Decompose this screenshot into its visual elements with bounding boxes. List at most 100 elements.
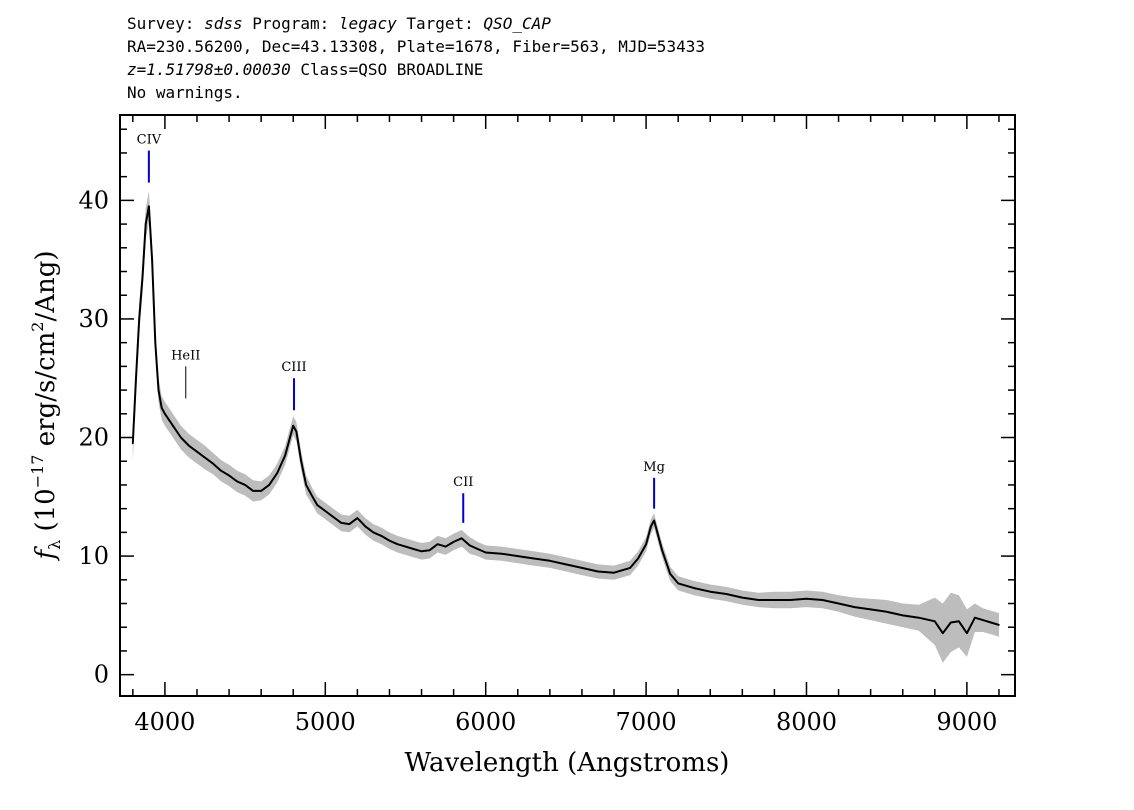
x-tick-label: 7000 xyxy=(616,708,677,736)
flux-point xyxy=(517,555,519,557)
header-survey-line: Survey: sdss Program: legacy Target: QSO… xyxy=(127,12,705,35)
flux-point xyxy=(629,567,631,569)
survey-value: sdss xyxy=(204,14,243,33)
flux-point xyxy=(356,517,359,519)
flux-point xyxy=(901,614,904,617)
flux-point xyxy=(533,557,535,560)
flux-point xyxy=(476,548,479,550)
axis-ticks: 4000 5000 6000 7000 8000 9000 0 10 20 30 40 xyxy=(78,115,1015,736)
flux-point xyxy=(160,407,163,409)
flux-point xyxy=(693,587,695,589)
flux-point xyxy=(637,557,639,560)
flux-point xyxy=(789,599,792,601)
flux-point xyxy=(966,632,968,634)
survey-label: Survey: xyxy=(127,14,205,33)
flux-point xyxy=(135,377,137,380)
flux-point xyxy=(340,522,343,524)
flux-point xyxy=(452,541,455,543)
y-axis-units-b: /Ang) xyxy=(31,250,61,321)
flux-point xyxy=(132,442,134,445)
flux-point xyxy=(613,571,615,574)
flux-point xyxy=(741,596,744,599)
flux-point xyxy=(164,413,166,415)
line-marker-label: CIV xyxy=(137,133,162,148)
flux-point xyxy=(348,523,351,525)
flux-point xyxy=(982,619,984,621)
flux-point xyxy=(138,318,140,320)
flux-point xyxy=(669,573,671,575)
flux-point xyxy=(597,570,599,573)
flux-point xyxy=(918,616,920,619)
flux-point xyxy=(468,544,471,547)
flux-point xyxy=(998,624,1000,626)
header-warnings-line: No warnings. xyxy=(127,83,243,102)
flux-point xyxy=(204,456,206,459)
flux-point xyxy=(260,490,262,492)
target-value: QSO_CAP xyxy=(483,14,551,33)
program-label: Program: xyxy=(242,14,339,33)
flux-point xyxy=(650,525,652,528)
line-marker-label: Mg xyxy=(643,460,665,475)
y-axis-title: fλ (10−17 erg/s/cm2/Ang) xyxy=(28,250,64,561)
flux-point xyxy=(773,599,776,601)
header-coordinates-line: RA=230.56200, Dec=43.13308, Plate=1678, … xyxy=(127,37,705,56)
flux-point xyxy=(420,550,423,553)
flux-point xyxy=(869,608,872,611)
flux-point xyxy=(645,543,647,545)
flux-point xyxy=(148,205,150,208)
flux-point xyxy=(332,516,335,518)
line-marker-label: HeII xyxy=(171,348,200,363)
flux-error-band xyxy=(132,190,1000,663)
flux-point xyxy=(653,519,655,522)
flux-point xyxy=(228,474,230,477)
flux-point xyxy=(549,560,551,562)
flux-point xyxy=(428,549,431,551)
flux-point xyxy=(268,484,271,486)
flux-point xyxy=(172,424,174,427)
x-tick-label: 6000 xyxy=(455,708,516,736)
flux-point xyxy=(709,590,712,593)
flux-point xyxy=(757,599,760,601)
flux-point xyxy=(821,599,824,601)
flux-point xyxy=(295,430,298,433)
flux-point xyxy=(396,543,399,545)
flux-point xyxy=(236,480,238,483)
x-tick-label: 4000 xyxy=(134,708,195,736)
flux-point xyxy=(196,450,198,453)
flux-point xyxy=(958,620,960,623)
y-axis-units-open: (10 xyxy=(31,488,61,540)
flux-point xyxy=(141,276,144,279)
y-axis-units-a: erg/s/cm xyxy=(31,332,61,455)
flux-point xyxy=(837,602,840,605)
flux-point xyxy=(388,539,391,542)
flux-point xyxy=(656,531,659,534)
flux-point xyxy=(157,389,160,391)
program-value: legacy xyxy=(338,14,397,33)
flux-point xyxy=(289,436,291,439)
redshift-value: z=1.51798±0.00030 xyxy=(127,60,291,79)
flux-point xyxy=(484,551,487,554)
flux-point xyxy=(677,582,679,585)
flux-point xyxy=(324,510,327,512)
y-tick-label: 10 xyxy=(78,542,109,570)
flux-point xyxy=(412,548,415,550)
flux-point xyxy=(284,454,287,457)
y-tick-label: 40 xyxy=(78,186,109,214)
y-axis-units-exp: 2 xyxy=(28,322,47,332)
y-axis-exponent: −17 xyxy=(28,455,47,489)
x-axis-title: Wavelength (Angstroms) xyxy=(405,748,730,778)
flux-point xyxy=(950,621,952,624)
flux-point xyxy=(460,537,463,540)
flux-point xyxy=(500,552,503,555)
flux-point xyxy=(311,496,314,498)
flux-point xyxy=(154,341,157,344)
class-value: Class=QSO BROADLINE xyxy=(290,60,484,79)
x-tick-label: 8000 xyxy=(776,708,837,736)
flux-point xyxy=(444,545,447,548)
flux-point xyxy=(316,504,319,506)
flux-point xyxy=(252,490,254,492)
line-marker-label: CII xyxy=(453,475,473,490)
flux-point xyxy=(853,606,856,608)
flux-point xyxy=(661,549,663,551)
